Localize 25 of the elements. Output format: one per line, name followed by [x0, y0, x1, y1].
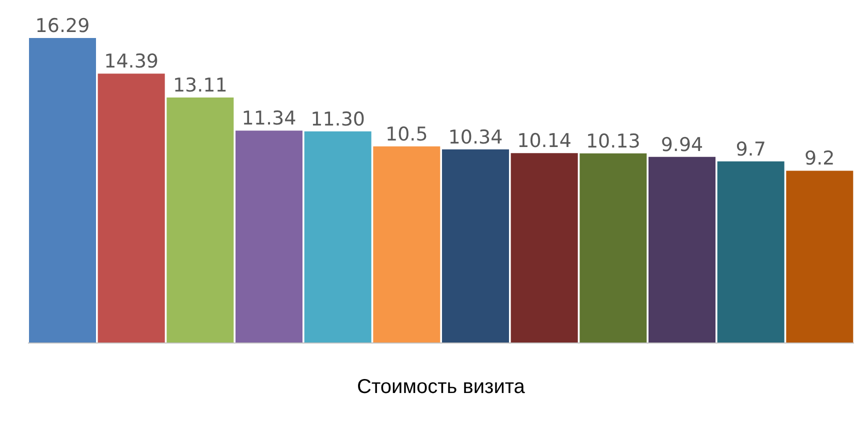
bar: [166, 98, 234, 343]
data-label: 9.94: [660, 134, 704, 156]
bar: [29, 38, 96, 343]
data-label: 10.14: [517, 130, 572, 152]
data-label: 9.2: [804, 148, 835, 170]
data-label: 16.29: [35, 15, 90, 37]
bar: [510, 153, 578, 343]
bar: [786, 170, 854, 343]
data-label: 10.13: [586, 130, 640, 152]
bar: [648, 156, 716, 343]
bar: [580, 153, 647, 343]
data-label: 10.5: [386, 123, 428, 146]
bar: [236, 130, 302, 343]
bar: [717, 161, 784, 343]
bar: [98, 74, 165, 343]
bar: [373, 146, 440, 343]
data-label: 14.39: [104, 50, 159, 73]
data-label: 11.34: [242, 108, 296, 130]
bar: [304, 131, 372, 343]
data-label: 9.7: [736, 138, 766, 160]
data-label: 11.30: [310, 108, 366, 130]
bar: [442, 149, 509, 343]
x-axis-title: Стоимость визита: [357, 376, 526, 398]
data-label: 13.11: [172, 74, 228, 97]
data-label: 10.34: [448, 126, 503, 148]
